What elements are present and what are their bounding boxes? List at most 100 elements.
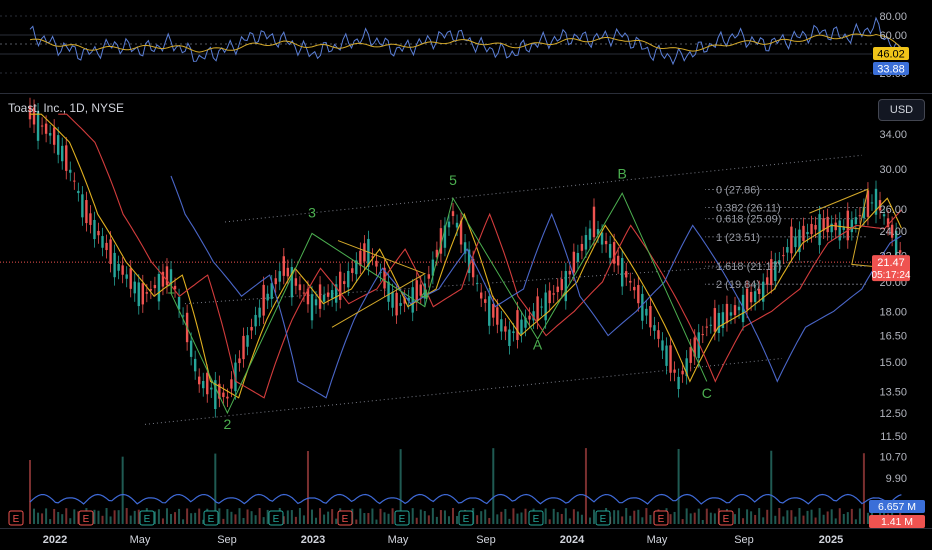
volume-bar <box>786 510 789 524</box>
volume-bar <box>705 508 708 524</box>
candle-body <box>286 267 290 277</box>
candle-body <box>214 380 217 410</box>
volume-bar <box>496 514 499 524</box>
volume-bar <box>435 516 438 524</box>
volume-bar <box>29 460 31 524</box>
volume-bar <box>262 517 265 524</box>
currency-button[interactable]: USD <box>878 99 925 121</box>
candle-body <box>705 326 708 328</box>
volume-bar <box>190 513 193 524</box>
volume-bar <box>701 519 704 524</box>
price-tick: 34.00 <box>879 129 907 141</box>
candle-body <box>318 284 322 309</box>
candle-body <box>689 347 692 363</box>
earnings-marker <box>268 510 284 526</box>
volume-ma-line <box>29 493 902 505</box>
candle-body <box>387 281 390 302</box>
time-axis[interactable]: 2022 May Sep 2023 May Sep 2024 May Sep 2025 <box>43 534 843 546</box>
candle-body <box>480 292 483 299</box>
volume-bar <box>133 510 136 524</box>
wave-label-4: 4 <box>421 286 429 302</box>
candle-body <box>604 240 608 245</box>
volume-bar <box>170 513 172 524</box>
candle-body <box>359 250 362 266</box>
volume-bar <box>830 509 833 524</box>
candle-body <box>492 303 495 318</box>
candle-body <box>894 230 898 262</box>
candle-body <box>258 307 261 318</box>
candle-body <box>854 217 858 225</box>
candle-body <box>874 188 878 215</box>
candle-body <box>165 266 169 286</box>
volume-bar <box>73 509 76 524</box>
volume-bar <box>427 515 430 524</box>
volume-bar <box>182 519 185 524</box>
volume-bar <box>198 508 201 524</box>
time-tick: Sep <box>217 534 237 546</box>
candle-body <box>355 260 358 275</box>
volume-bar <box>61 514 64 524</box>
volume-bar <box>593 509 595 524</box>
volume-bar <box>411 508 414 524</box>
candle-body <box>564 271 567 302</box>
volume-bar <box>689 513 692 524</box>
volume-bar <box>778 508 781 524</box>
earnings-marker <box>458 510 474 526</box>
wave-label-b: B <box>618 165 627 181</box>
channel-middle <box>184 259 823 305</box>
volume-bar <box>633 510 636 524</box>
candle-body <box>282 256 285 276</box>
candle-body <box>898 250 902 253</box>
volume-bar <box>508 518 511 524</box>
time-tick: 2022 <box>43 534 67 546</box>
volume-bar <box>754 514 757 524</box>
volume-bar <box>331 509 334 524</box>
volume-bar <box>758 508 761 524</box>
volume-bar <box>105 508 108 524</box>
last-price-badge <box>872 255 910 282</box>
ma-long-line <box>170 175 902 399</box>
candle-body <box>697 332 700 358</box>
volume-bar <box>157 509 160 524</box>
earnings-marker-label: E <box>83 514 90 525</box>
volume-bar <box>447 516 450 524</box>
candle-body <box>612 242 616 264</box>
price-pane: 1 2 3 4 5 A B C 0 (27.86) 0.382 (26.11)0.618 (25.… <box>0 97 902 432</box>
candle-body <box>73 180 76 182</box>
candle-body <box>363 243 366 262</box>
candle-body <box>665 345 668 366</box>
candle-body <box>886 218 890 228</box>
candle-body <box>862 206 866 219</box>
price-axis[interactable]: 80.0060.0040.0020.0046.0233.8834.0030.00… <box>869 11 925 528</box>
candle-body <box>802 225 805 242</box>
volume-bar <box>367 513 370 524</box>
candle-body <box>749 291 753 303</box>
candle-body <box>649 306 652 328</box>
candle-body <box>645 308 648 316</box>
candle-body <box>427 274 431 279</box>
candle-body <box>270 283 273 299</box>
earnings-marker <box>139 510 155 526</box>
elliott-wave-path <box>170 192 708 415</box>
wave-label-2: 2 <box>224 416 232 432</box>
volume-bar <box>258 508 261 524</box>
volume-bar <box>556 512 559 524</box>
candle-body <box>616 255 620 266</box>
volume-bar <box>806 510 809 524</box>
candle-body <box>471 258 475 278</box>
candle-body <box>830 223 833 233</box>
volume-bar <box>677 448 680 524</box>
price-tick: 9.90 <box>886 473 907 485</box>
candle-body <box>540 306 543 308</box>
candle-body <box>246 335 249 347</box>
candle-body <box>85 200 88 224</box>
volume-bar <box>669 514 672 524</box>
wave-label-1: 1 <box>167 280 175 296</box>
volume-bar <box>866 512 869 524</box>
candle-body <box>274 278 277 285</box>
candle-body <box>395 292 398 316</box>
volume-bar <box>174 512 177 524</box>
volume-bar <box>69 518 72 524</box>
volume-bar <box>560 513 563 524</box>
volume-bar <box>492 448 495 524</box>
